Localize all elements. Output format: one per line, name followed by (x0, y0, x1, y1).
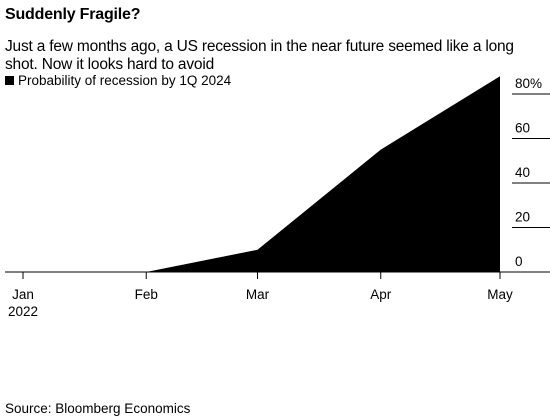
source-note: Source: Bloomberg Economics (5, 401, 191, 416)
legend-swatch (5, 76, 14, 85)
chart-subtitle: Just a few months ago, a US recession in… (5, 38, 514, 73)
y-tick-label: 80% (515, 76, 542, 91)
legend: Probability of recession by 1Q 2024 (5, 73, 231, 88)
y-tick-label: 20 (515, 210, 530, 225)
x-tick-label: Jan (12, 287, 34, 302)
x-tick-label: Mar (246, 287, 270, 302)
x-tick-sublabel: 2022 (8, 304, 38, 319)
x-tick-label: Feb (135, 287, 158, 302)
x-tick-label: May (487, 287, 513, 302)
y-tick-label: 0 (515, 254, 523, 269)
y-tick-label: 60 (515, 121, 530, 136)
x-tick-label: Apr (370, 287, 392, 302)
area-series-0 (23, 76, 500, 272)
chart-title: Suddenly Fragile? (5, 6, 141, 23)
legend-label: Probability of recession by 1Q 2024 (18, 73, 232, 88)
y-tick-label: 40 (515, 165, 530, 180)
